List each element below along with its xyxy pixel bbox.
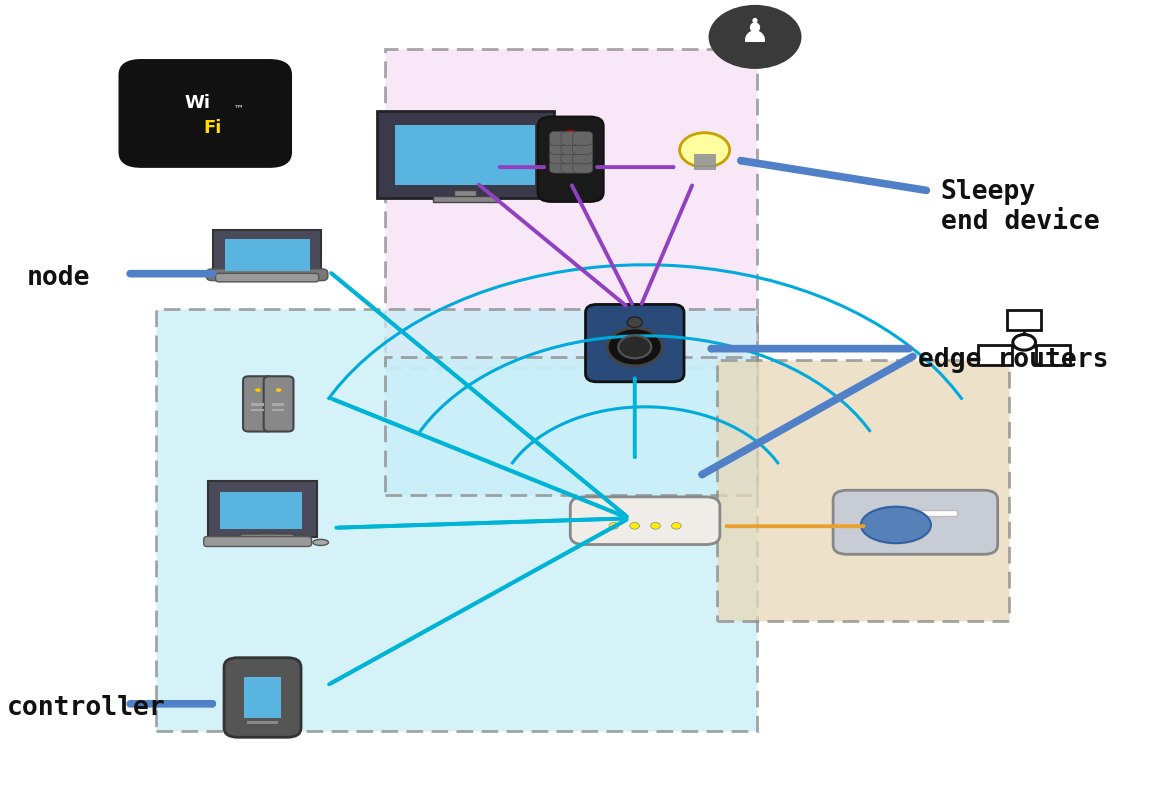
Text: ♟: ♟ [741,17,770,49]
FancyBboxPatch shape [573,141,592,154]
Circle shape [671,523,681,529]
Text: ™: ™ [233,103,243,112]
Text: controller: controller [7,695,166,721]
FancyBboxPatch shape [833,490,998,554]
FancyBboxPatch shape [224,657,301,737]
FancyBboxPatch shape [204,536,312,546]
FancyBboxPatch shape [271,409,284,411]
FancyBboxPatch shape [694,154,715,158]
FancyBboxPatch shape [549,141,569,154]
Circle shape [255,388,261,392]
FancyBboxPatch shape [385,49,757,368]
FancyBboxPatch shape [872,511,957,516]
Circle shape [708,5,802,69]
Text: Wi: Wi [184,93,211,112]
FancyBboxPatch shape [118,59,292,168]
FancyBboxPatch shape [694,158,715,162]
FancyBboxPatch shape [216,273,319,282]
FancyBboxPatch shape [573,150,592,164]
Circle shape [627,317,642,328]
FancyBboxPatch shape [694,162,715,166]
FancyBboxPatch shape [454,190,476,196]
FancyBboxPatch shape [978,345,1012,365]
FancyBboxPatch shape [252,403,264,406]
FancyBboxPatch shape [240,534,294,543]
FancyBboxPatch shape [538,116,604,202]
FancyBboxPatch shape [225,238,309,271]
Circle shape [562,130,580,142]
Text: node: node [27,265,90,291]
Text: Sleepy
end device: Sleepy end device [941,178,1100,234]
FancyBboxPatch shape [717,360,1009,621]
Text: Fi: Fi [204,120,223,138]
Circle shape [679,133,730,167]
FancyBboxPatch shape [377,111,554,198]
FancyBboxPatch shape [271,403,284,406]
FancyBboxPatch shape [570,497,720,545]
FancyBboxPatch shape [549,131,569,145]
FancyBboxPatch shape [573,131,592,145]
FancyBboxPatch shape [549,159,569,173]
Circle shape [618,336,651,358]
FancyBboxPatch shape [220,492,302,528]
FancyBboxPatch shape [561,131,581,145]
FancyBboxPatch shape [432,196,498,202]
Circle shape [607,328,662,366]
FancyBboxPatch shape [385,356,757,495]
FancyBboxPatch shape [206,269,328,280]
Circle shape [629,523,640,529]
FancyBboxPatch shape [395,125,535,185]
FancyBboxPatch shape [573,159,592,173]
FancyBboxPatch shape [694,166,715,169]
FancyBboxPatch shape [252,409,264,411]
FancyBboxPatch shape [264,376,293,432]
Circle shape [1013,334,1035,350]
FancyBboxPatch shape [561,150,581,164]
FancyBboxPatch shape [243,676,282,718]
FancyBboxPatch shape [561,159,581,173]
Circle shape [608,523,619,529]
FancyBboxPatch shape [247,721,278,724]
FancyBboxPatch shape [213,230,321,278]
FancyBboxPatch shape [207,482,316,537]
Ellipse shape [313,539,328,546]
FancyBboxPatch shape [561,141,581,154]
FancyBboxPatch shape [260,532,275,537]
Circle shape [650,523,661,529]
Circle shape [276,388,282,392]
FancyBboxPatch shape [156,309,757,732]
FancyBboxPatch shape [243,376,272,432]
Ellipse shape [861,507,931,543]
FancyBboxPatch shape [1007,310,1041,329]
Text: edge routers: edge routers [918,348,1108,374]
FancyBboxPatch shape [1036,345,1070,365]
FancyBboxPatch shape [549,150,569,164]
FancyBboxPatch shape [585,304,684,382]
